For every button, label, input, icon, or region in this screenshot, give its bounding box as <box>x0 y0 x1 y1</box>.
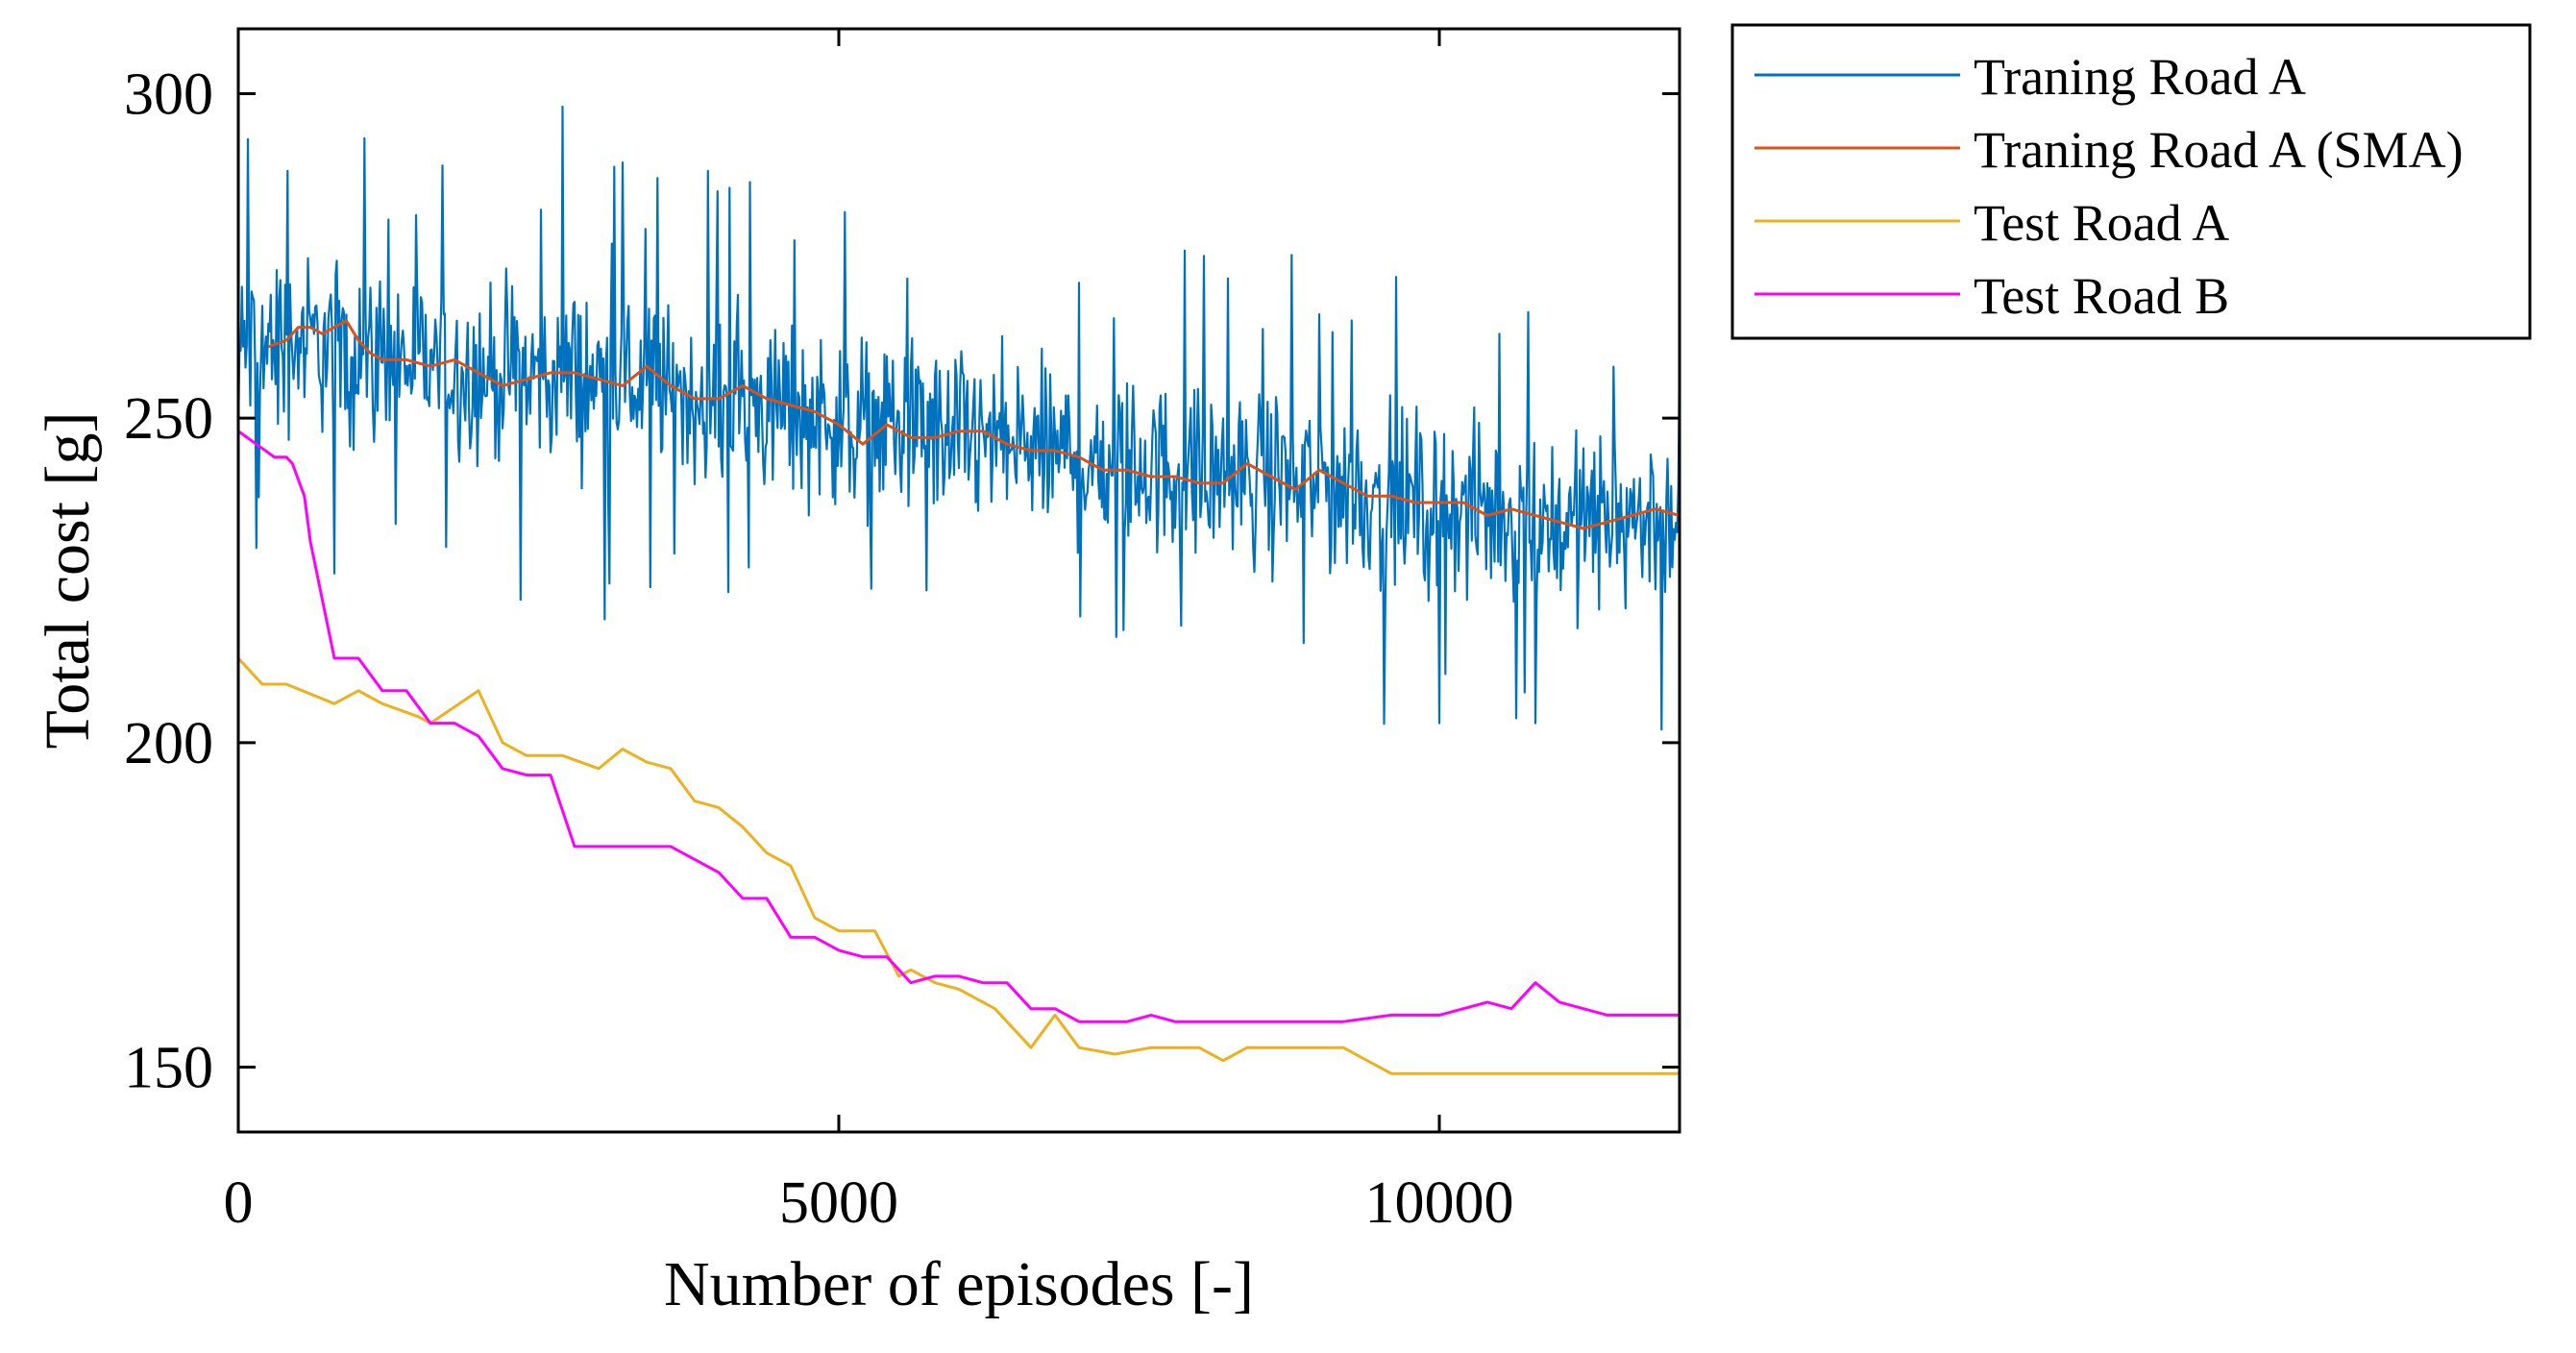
y-tick-label: 300 <box>124 62 213 128</box>
legend-label: Test Road B <box>1974 267 2229 325</box>
series-traning-road-a-sma-line <box>267 319 1681 530</box>
legend-box <box>1730 23 2532 340</box>
tick-layer: 0 5000 10000 150 200 250 300 <box>124 29 1680 1236</box>
y-tick-label: 200 <box>124 711 213 776</box>
y-axis-label: Total cost [g] <box>33 412 103 750</box>
x-tick-label: 5000 <box>779 1170 898 1236</box>
series-test-road-b-line <box>237 430 1680 1023</box>
x-tick-label: 10000 <box>1365 1170 1514 1236</box>
plot-frame <box>236 27 1681 1134</box>
legend-label: Traning Road A <box>1974 48 2306 106</box>
y-tick-label: 150 <box>124 1035 213 1100</box>
legend-label: Traning Road A (SMA) <box>1974 121 2464 179</box>
series-layer <box>236 105 1681 1075</box>
series-traning-road-a-line <box>236 105 1681 731</box>
legend-label: Test Road A <box>1974 194 2229 252</box>
x-tick-label: 0 <box>224 1170 254 1236</box>
legend-entries: Traning Road A Traning Road A (SMA) Test R… <box>1754 48 2464 325</box>
series-test-road-a-line <box>236 656 1680 1075</box>
x-axis-label: Number of episodes [-] <box>664 1249 1254 1319</box>
y-tick-label: 250 <box>124 386 213 452</box>
legend: Traning Road A Traning Road A (SMA) Test R… <box>1730 23 2532 340</box>
